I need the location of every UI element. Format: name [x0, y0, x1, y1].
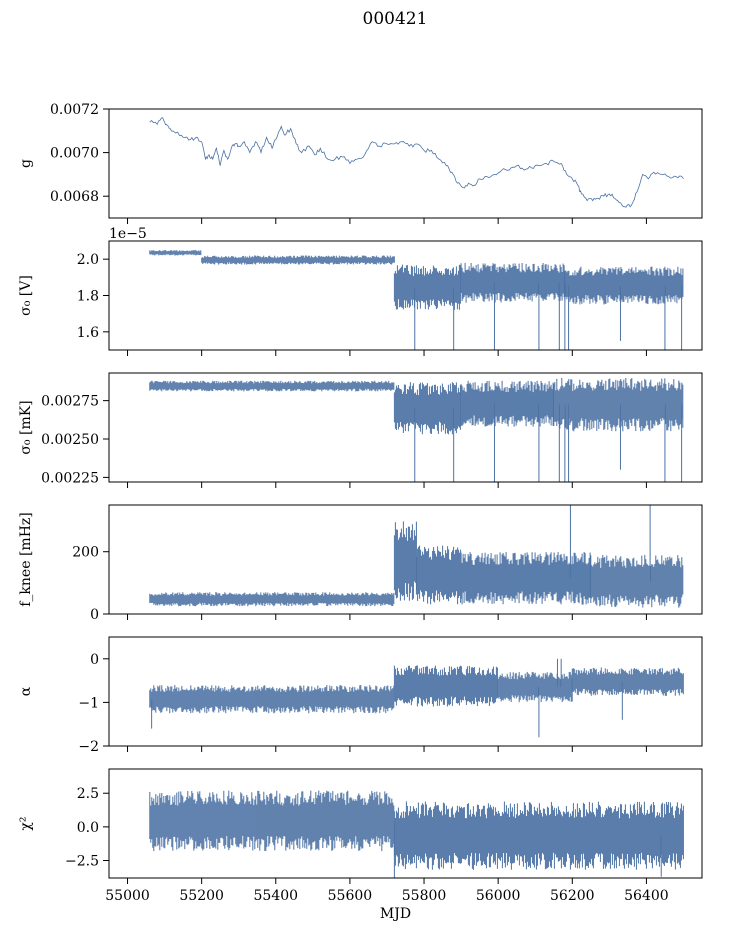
- x-tick-label: 55000: [105, 888, 150, 904]
- x-tick-label: 56000: [476, 888, 521, 904]
- plot-area: [149, 117, 684, 208]
- y-tick-label: 0: [90, 652, 99, 668]
- subplot-1: 0.0068 0.0070 0.0072 g: [18, 102, 703, 224]
- y-tick-label: 2.5: [77, 786, 99, 802]
- x-axis-label: MJD: [380, 906, 411, 922]
- plot-area: [149, 505, 684, 608]
- y-tick-label: 1.6: [77, 325, 99, 341]
- y-tick-label: 1.8: [77, 289, 99, 305]
- axes-frame: [108, 636, 703, 747]
- x-tick-label: 55800: [402, 888, 447, 904]
- series-line: [149, 117, 684, 208]
- y-axis-label: σ₀ [V]: [18, 275, 34, 316]
- subplot-6: −2.5 0.0 2.5 55000 55200 55400 55600 55800 56000…: [18, 768, 703, 922]
- series-band-group: [149, 665, 684, 714]
- subplot-5: −2 −1 0 α: [18, 636, 703, 755]
- offset-text: 1e−5: [109, 226, 147, 242]
- axes-frame: [108, 768, 703, 879]
- subplot-3: 0.00225 0.00250 0.00275 σ₀ [mK]: [18, 372, 703, 488]
- plot-area: [149, 790, 684, 878]
- y-tick-label: 0.0068: [50, 189, 99, 205]
- y-axis-label: g: [18, 159, 34, 168]
- y-tick-label: 2.0: [77, 252, 99, 268]
- x-tick-label: 55600: [328, 888, 373, 904]
- x-tick-label: 56200: [550, 888, 595, 904]
- subplot-2: 1.6 1.8 2.0 σ₀ [V] 1e−5: [18, 226, 703, 356]
- subplot-4: 0 200 f_knee [mHz]: [18, 504, 703, 623]
- series-band-group: [149, 521, 684, 608]
- y-tick-label: −2.5: [65, 854, 99, 870]
- axes-frame: [108, 504, 703, 615]
- plot-area: [149, 250, 684, 350]
- y-axis-label: α: [18, 686, 34, 696]
- x-tick-label: 55200: [179, 888, 224, 904]
- y-tick-label: 0: [90, 607, 99, 623]
- x-tick-label: 56400: [624, 888, 669, 904]
- y-tick-label: 0.00250: [41, 432, 99, 448]
- plot-area: [149, 658, 684, 738]
- axes-frame: [108, 372, 703, 483]
- y-axis-label: f_knee [mHz]: [18, 512, 34, 607]
- subplot-stack: 0.0068 0.0070 0.0072 g 1.6 1.8 2.0 σ₀ [V] 1e−5 0.…: [18, 102, 703, 922]
- y-tick-label: 0.00275: [41, 394, 99, 410]
- series-band-group: [149, 790, 684, 870]
- y-tick-label: 200: [72, 545, 99, 561]
- y-tick-label: 0.0: [77, 820, 99, 836]
- y-axis-label: χ²: [18, 816, 34, 830]
- y-tick-label: −2: [78, 739, 99, 755]
- y-tick-label: −1: [78, 695, 99, 711]
- x-tick-label: 55400: [254, 888, 299, 904]
- y-tick-label: 0.00225: [41, 470, 99, 486]
- axes-frame: [108, 108, 703, 219]
- series-band-group: [149, 377, 684, 435]
- y-axis-label: σ₀ [mK]: [18, 400, 34, 454]
- y-tick-label: 0.0072: [50, 102, 99, 118]
- figure-title: 000421: [363, 9, 428, 29]
- series-band-group: [149, 250, 684, 310]
- y-tick-label: 0.0070: [50, 146, 99, 162]
- plot-area: [149, 377, 684, 482]
